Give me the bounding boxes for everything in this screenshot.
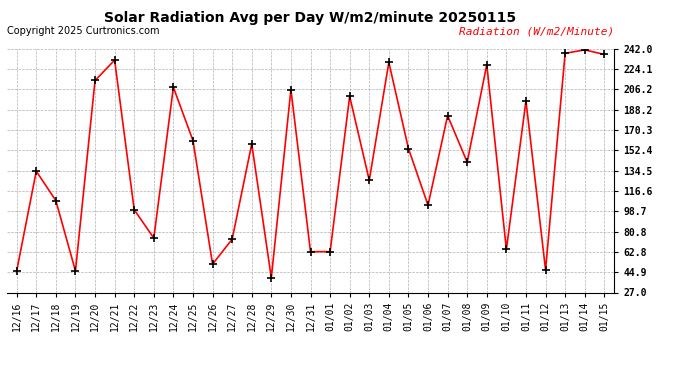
Text: Copyright 2025 Curtronics.com: Copyright 2025 Curtronics.com xyxy=(7,26,159,36)
Text: Solar Radiation Avg per Day W/m2/minute 20250115: Solar Radiation Avg per Day W/m2/minute … xyxy=(104,11,517,25)
Text: Radiation (W/m2/Minute): Radiation (W/m2/Minute) xyxy=(459,26,614,36)
